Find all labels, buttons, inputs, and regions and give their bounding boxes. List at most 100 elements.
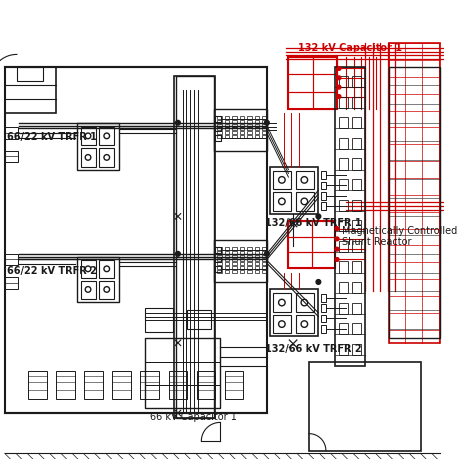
Bar xyxy=(288,57,337,109)
Bar xyxy=(247,262,252,265)
Bar xyxy=(174,76,215,418)
Circle shape xyxy=(264,252,269,256)
Circle shape xyxy=(337,66,341,70)
Bar xyxy=(81,281,96,299)
Bar xyxy=(182,338,220,362)
Bar xyxy=(225,116,229,119)
Bar xyxy=(247,128,252,130)
Bar xyxy=(255,255,259,257)
Bar xyxy=(321,294,326,301)
Bar xyxy=(262,266,267,269)
Bar xyxy=(352,200,362,211)
Bar xyxy=(262,131,267,134)
Bar xyxy=(339,220,348,231)
Bar xyxy=(352,117,362,128)
Bar xyxy=(255,258,259,261)
Bar xyxy=(247,131,252,134)
Bar xyxy=(262,251,267,254)
Bar xyxy=(225,247,229,250)
Bar xyxy=(321,315,326,322)
Bar xyxy=(339,97,348,108)
Bar xyxy=(352,76,362,87)
Circle shape xyxy=(335,257,339,261)
Bar xyxy=(339,117,348,128)
Bar xyxy=(262,116,267,119)
Bar xyxy=(215,247,221,253)
Bar xyxy=(217,266,222,269)
Bar xyxy=(288,221,335,268)
Bar xyxy=(240,120,245,123)
Bar xyxy=(217,270,222,273)
Text: 132/66 kV TRFR 1: 132/66 kV TRFR 1 xyxy=(265,218,362,228)
Bar xyxy=(339,302,348,314)
Bar xyxy=(217,131,222,134)
Bar xyxy=(262,135,267,138)
Bar xyxy=(352,261,362,273)
Bar xyxy=(217,262,222,265)
Bar xyxy=(99,281,114,299)
Bar xyxy=(262,255,267,257)
Bar xyxy=(296,293,314,312)
Bar xyxy=(169,371,187,399)
Bar xyxy=(255,135,259,138)
Bar xyxy=(77,256,119,301)
Text: Magnetically Controlled
Shunt Reactor: Magnetically Controlled Shunt Reactor xyxy=(342,226,457,247)
Bar xyxy=(312,221,335,237)
Bar xyxy=(5,66,56,113)
Bar xyxy=(296,192,314,211)
Text: 132 kV Capacitor 1: 132 kV Capacitor 1 xyxy=(298,43,402,53)
Bar xyxy=(240,124,245,127)
Bar xyxy=(335,66,365,366)
Bar xyxy=(215,135,221,141)
Bar xyxy=(313,91,337,109)
Bar xyxy=(240,251,245,254)
Bar xyxy=(255,262,259,265)
Bar xyxy=(309,362,421,450)
Bar xyxy=(352,97,362,108)
Bar xyxy=(313,74,337,91)
Bar xyxy=(225,128,229,130)
Bar xyxy=(240,270,245,273)
Text: 66/22 kV TRFR 1: 66/22 kV TRFR 1 xyxy=(7,132,96,142)
Bar xyxy=(321,192,326,200)
Bar xyxy=(321,304,326,312)
Bar xyxy=(321,325,326,333)
Bar xyxy=(182,385,220,409)
Bar xyxy=(255,247,259,250)
Bar xyxy=(213,240,267,282)
Bar xyxy=(232,251,237,254)
Circle shape xyxy=(335,237,339,241)
Bar xyxy=(339,200,348,211)
Bar xyxy=(217,128,222,130)
Bar xyxy=(262,120,267,123)
Bar xyxy=(255,131,259,134)
Bar xyxy=(187,310,211,329)
Bar xyxy=(255,128,259,130)
Bar xyxy=(389,66,440,338)
Bar xyxy=(225,255,229,257)
Bar xyxy=(321,202,326,210)
Bar xyxy=(232,258,237,261)
Circle shape xyxy=(316,280,321,284)
Bar xyxy=(145,338,182,362)
Bar xyxy=(232,266,237,269)
Text: 132/66 kV TRFR 2: 132/66 kV TRFR 2 xyxy=(265,344,362,354)
Bar xyxy=(232,255,237,257)
Bar xyxy=(339,179,348,190)
Bar xyxy=(225,131,229,134)
Bar xyxy=(5,66,267,413)
Bar xyxy=(145,385,182,409)
Bar xyxy=(262,124,267,127)
Bar xyxy=(312,252,335,268)
Bar xyxy=(232,116,237,119)
Bar xyxy=(321,182,326,189)
Bar xyxy=(232,124,237,127)
Bar xyxy=(215,266,221,272)
Bar xyxy=(352,302,362,314)
Bar xyxy=(288,74,313,91)
Bar xyxy=(145,308,173,332)
Bar xyxy=(182,362,220,385)
Bar xyxy=(247,258,252,261)
Bar xyxy=(217,251,222,254)
Bar xyxy=(247,251,252,254)
